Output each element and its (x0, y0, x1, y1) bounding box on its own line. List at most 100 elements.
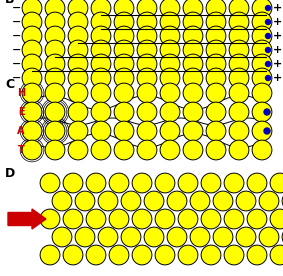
Circle shape (229, 121, 249, 141)
Circle shape (206, 83, 226, 103)
Circle shape (252, 0, 272, 18)
Circle shape (224, 173, 244, 193)
Circle shape (68, 68, 88, 88)
Circle shape (22, 140, 42, 160)
Circle shape (68, 26, 88, 46)
Circle shape (160, 0, 180, 18)
Circle shape (252, 26, 272, 46)
Circle shape (206, 12, 226, 32)
Text: −: − (12, 59, 22, 69)
Circle shape (252, 54, 272, 74)
Circle shape (206, 54, 226, 74)
Circle shape (252, 12, 272, 32)
Circle shape (45, 68, 65, 88)
Circle shape (264, 109, 270, 115)
Circle shape (259, 227, 279, 247)
Circle shape (86, 173, 106, 193)
Circle shape (178, 245, 198, 265)
Circle shape (68, 40, 88, 60)
Circle shape (137, 26, 157, 46)
Circle shape (213, 191, 233, 211)
Circle shape (121, 191, 141, 211)
FancyArrow shape (8, 209, 46, 229)
Circle shape (155, 209, 175, 229)
Circle shape (45, 102, 65, 122)
Circle shape (252, 83, 272, 103)
Circle shape (282, 191, 283, 211)
Circle shape (167, 227, 187, 247)
Circle shape (98, 191, 118, 211)
Text: −: − (12, 17, 22, 27)
Text: A: A (17, 126, 25, 136)
Circle shape (22, 102, 42, 122)
Circle shape (229, 140, 249, 160)
Circle shape (68, 12, 88, 32)
Circle shape (45, 140, 65, 160)
Circle shape (160, 12, 180, 32)
Circle shape (229, 102, 249, 122)
Circle shape (160, 68, 180, 88)
Circle shape (137, 140, 157, 160)
Circle shape (40, 245, 60, 265)
Circle shape (137, 12, 157, 32)
Circle shape (137, 102, 157, 122)
Circle shape (160, 102, 180, 122)
Circle shape (22, 54, 42, 74)
Circle shape (155, 173, 175, 193)
Circle shape (45, 26, 65, 46)
Circle shape (265, 76, 271, 81)
Circle shape (201, 173, 221, 193)
Circle shape (22, 26, 42, 46)
Circle shape (183, 54, 203, 74)
Circle shape (270, 173, 283, 193)
Circle shape (137, 121, 157, 141)
Circle shape (229, 26, 249, 46)
Circle shape (40, 173, 60, 193)
Circle shape (45, 121, 65, 141)
Circle shape (45, 40, 65, 60)
Circle shape (252, 68, 272, 88)
Circle shape (45, 54, 65, 74)
Circle shape (144, 191, 164, 211)
Circle shape (137, 54, 157, 74)
Circle shape (45, 0, 65, 18)
Text: −: − (12, 3, 22, 13)
Text: −: − (12, 73, 22, 83)
Circle shape (114, 12, 134, 32)
Text: H: H (17, 88, 25, 98)
Circle shape (132, 173, 152, 193)
Circle shape (91, 68, 111, 88)
Circle shape (252, 140, 272, 160)
Circle shape (201, 245, 221, 265)
Text: C: C (5, 78, 14, 91)
Circle shape (121, 227, 141, 247)
Circle shape (183, 68, 203, 88)
Circle shape (206, 26, 226, 46)
Circle shape (91, 54, 111, 74)
Circle shape (206, 121, 226, 141)
Circle shape (229, 0, 249, 18)
Circle shape (114, 121, 134, 141)
Circle shape (114, 0, 134, 18)
Text: B: B (5, 0, 14, 6)
Circle shape (178, 209, 198, 229)
Text: +: + (272, 45, 282, 55)
Circle shape (91, 0, 111, 18)
Circle shape (160, 121, 180, 141)
Text: +: + (272, 59, 282, 69)
Circle shape (178, 173, 198, 193)
Circle shape (160, 40, 180, 60)
Circle shape (229, 68, 249, 88)
Circle shape (22, 40, 42, 60)
Circle shape (91, 40, 111, 60)
Circle shape (68, 0, 88, 18)
Circle shape (247, 245, 267, 265)
Circle shape (109, 245, 129, 265)
Circle shape (229, 54, 249, 74)
Circle shape (282, 227, 283, 247)
Circle shape (265, 20, 271, 25)
Circle shape (229, 83, 249, 103)
Circle shape (206, 40, 226, 60)
Circle shape (160, 26, 180, 46)
Circle shape (183, 26, 203, 46)
